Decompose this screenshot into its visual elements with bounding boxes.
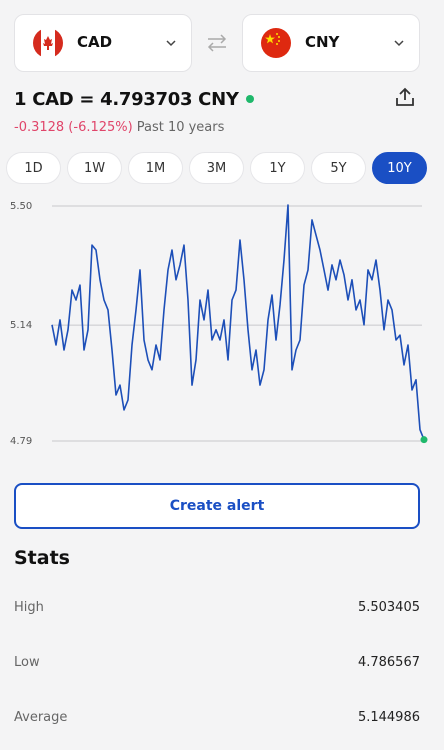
range-tab[interactable]: 1W <box>67 152 122 184</box>
y-tick-label: 4.79 <box>10 436 32 447</box>
from-currency-select[interactable]: CAD <box>14 14 192 72</box>
live-indicator <box>246 95 254 103</box>
range-tab[interactable]: 3M <box>189 152 244 184</box>
chevron <box>166 40 176 47</box>
end-marker <box>420 436 428 444</box>
range-tab[interactable]: 1M <box>128 152 183 184</box>
period: Past 10 years <box>136 120 225 135</box>
range-tab[interactable]: 5Y <box>311 152 366 184</box>
range-tab[interactable]: 1D <box>6 152 61 184</box>
stat-value: 5.503405 <box>357 600 420 615</box>
rate-title: 1 CAD = 4.793703 CNY <box>14 89 239 110</box>
swap-icon[interactable] <box>205 32 229 54</box>
share-icon[interactable] <box>394 86 416 108</box>
china-flag <box>261 28 291 58</box>
range-tab[interactable]: 1Y <box>250 152 305 184</box>
from-code: CAD <box>77 33 113 51</box>
change-value: -0.3128 (-6.125%) <box>14 120 133 135</box>
canada-flag <box>33 28 63 58</box>
stat-label: Low <box>14 655 40 670</box>
chevron <box>394 40 404 47</box>
stat-label: High <box>14 600 44 615</box>
rate-change: -0.3128 (-6.125%) Past 10 years <box>14 120 224 135</box>
y-tick-label: 5.50 <box>10 201 32 212</box>
rate-line <box>51 204 425 440</box>
y-tick-label: 5.14 <box>10 320 32 331</box>
range-tab[interactable]: 10Y <box>372 152 427 184</box>
stat-value: 4.786567 <box>357 655 420 670</box>
create-alert-button[interactable]: Create alert <box>14 483 420 529</box>
to-currency-select[interactable]: CNY <box>242 14 420 72</box>
chart: 4.79 5.14 5.50 <box>10 201 428 447</box>
stat-label: Average <box>14 710 68 725</box>
stats-title: Stats <box>14 547 70 569</box>
stat-value: 5.144986 <box>357 710 420 725</box>
to-code: CNY <box>305 33 340 51</box>
